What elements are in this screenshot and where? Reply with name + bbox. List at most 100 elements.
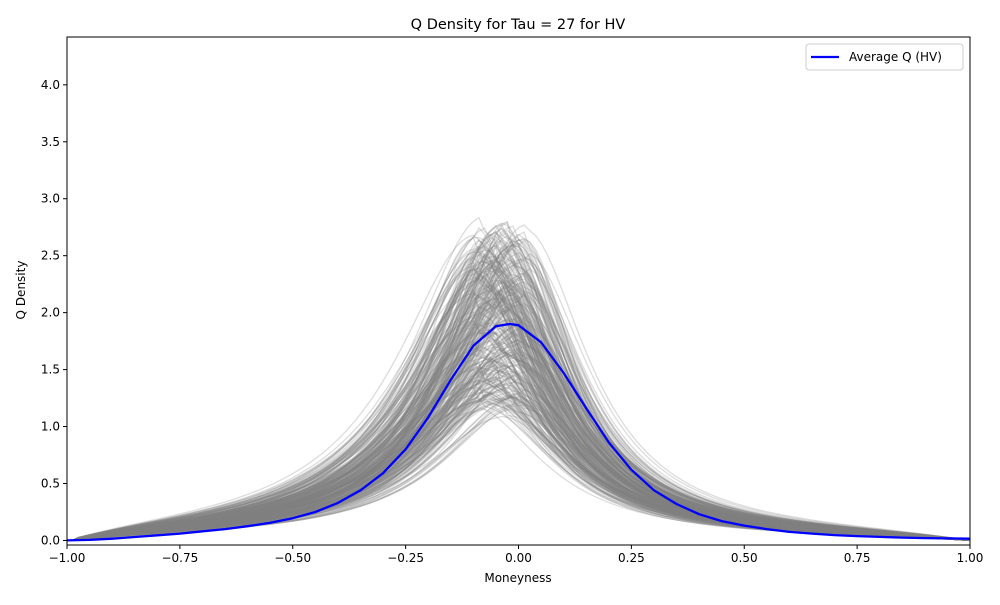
individual-curve — [67, 351, 971, 542]
individual-curve — [67, 359, 971, 542]
individual-curve — [67, 329, 971, 542]
individual-curve — [67, 279, 971, 542]
individual-curve — [67, 246, 971, 542]
individual-curve — [67, 364, 971, 542]
individual-curve — [67, 293, 971, 542]
individual-curve — [67, 347, 971, 542]
individual-curve — [67, 329, 971, 542]
individual-curve — [67, 337, 971, 542]
individual-curve — [67, 259, 971, 542]
individual-curve — [67, 220, 971, 542]
individual-curve — [67, 396, 971, 542]
individual-curve — [67, 290, 971, 542]
individual-curve — [67, 329, 971, 542]
individual-curve — [67, 267, 971, 542]
individual-density-curves — [67, 216, 971, 542]
individual-curve — [67, 364, 971, 542]
individual-curve — [67, 242, 971, 542]
individual-curve — [67, 275, 971, 542]
individual-curve — [67, 247, 971, 542]
individual-curve — [67, 233, 971, 542]
individual-curve — [67, 222, 971, 542]
y-tick-label: 3.0 — [41, 192, 60, 206]
individual-curve — [67, 358, 971, 542]
individual-curve — [67, 242, 971, 542]
individual-curve — [67, 322, 971, 542]
individual-curve — [67, 234, 971, 542]
individual-curve — [67, 303, 971, 542]
individual-curve — [67, 244, 971, 542]
individual-curve — [67, 272, 971, 542]
individual-curve — [67, 345, 971, 542]
individual-curve — [67, 379, 971, 542]
individual-curve — [67, 326, 971, 542]
individual-curve — [67, 351, 971, 542]
individual-curve — [67, 245, 971, 542]
individual-curve — [67, 298, 971, 542]
individual-curve — [67, 360, 971, 542]
individual-curve — [67, 386, 971, 542]
individual-curve — [67, 326, 971, 542]
x-tick-label: 0.50 — [731, 551, 758, 565]
individual-curve — [67, 260, 971, 542]
individual-curve — [67, 266, 971, 542]
individual-curve — [67, 281, 971, 542]
individual-curve — [67, 266, 971, 542]
individual-curve — [67, 398, 971, 542]
individual-curve — [67, 359, 971, 542]
individual-curve — [67, 317, 971, 542]
individual-curve — [67, 317, 971, 542]
individual-curve — [67, 278, 971, 542]
individual-curve — [67, 388, 971, 542]
individual-curve — [67, 292, 971, 542]
individual-curve — [67, 295, 971, 542]
individual-curve — [67, 288, 971, 542]
individual-curve — [67, 340, 971, 542]
individual-curve — [67, 287, 971, 542]
individual-curve — [67, 255, 971, 542]
individual-curve — [67, 273, 971, 542]
individual-curve — [67, 254, 971, 542]
individual-curve — [67, 298, 971, 542]
individual-curve — [67, 297, 971, 542]
individual-curve — [67, 273, 971, 542]
individual-curve — [67, 281, 971, 542]
individual-curve — [67, 240, 971, 542]
individual-curve — [67, 377, 971, 542]
individual-curve — [67, 368, 971, 542]
individual-curve — [67, 338, 971, 542]
individual-curve — [67, 259, 971, 542]
individual-curve — [67, 370, 971, 542]
individual-curve — [67, 227, 971, 542]
individual-curve — [67, 221, 971, 542]
individual-curve — [67, 318, 971, 542]
individual-curve — [67, 367, 971, 542]
y-axis-label: Q Density — [14, 261, 28, 320]
individual-curve — [67, 269, 971, 542]
individual-curve — [67, 259, 971, 542]
individual-curve — [67, 234, 971, 542]
individual-curve — [67, 311, 971, 542]
individual-curve — [67, 354, 971, 542]
legend-label-average: Average Q (HV) — [849, 50, 942, 64]
y-tick-label: 0.0 — [41, 533, 60, 547]
individual-curve — [67, 287, 971, 542]
individual-curve — [67, 236, 971, 542]
individual-curve — [67, 346, 971, 542]
individual-curve — [67, 230, 971, 542]
individual-curve — [67, 261, 971, 542]
individual-curve — [67, 359, 971, 542]
individual-curve — [67, 357, 971, 542]
individual-curve — [67, 244, 971, 542]
individual-curve — [67, 393, 971, 542]
individual-curve — [67, 306, 971, 542]
individual-curve — [67, 292, 971, 542]
individual-curve — [67, 269, 971, 542]
individual-curve — [67, 321, 971, 542]
individual-curve — [67, 288, 971, 542]
individual-curve — [67, 339, 971, 542]
individual-curve — [67, 284, 971, 542]
individual-curve — [67, 278, 971, 542]
individual-curve — [67, 272, 971, 542]
